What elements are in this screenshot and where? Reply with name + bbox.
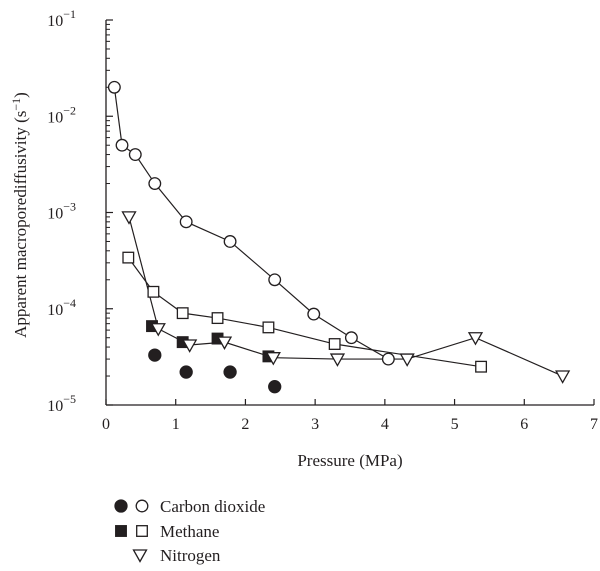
y-axis-title: Apparent macroporediffusivity (s−1) bbox=[9, 92, 30, 338]
legend-circle-filled-icon bbox=[114, 499, 128, 513]
carbon-dioxide-circle-open-point bbox=[344, 331, 358, 345]
methane-square-open-point bbox=[147, 285, 160, 298]
y-tick-label: 10−5 bbox=[47, 392, 76, 415]
y-axis-title-close: ) bbox=[11, 92, 30, 98]
legend-label: Carbon dioxide bbox=[160, 497, 265, 516]
methane-square-open-point bbox=[122, 251, 135, 264]
carbon-dioxide-circle-open-point bbox=[115, 138, 129, 152]
legend-label: Methane bbox=[160, 522, 219, 541]
x-tick-label: 0 bbox=[102, 416, 110, 433]
methane-square-open-point bbox=[262, 321, 275, 334]
carbon-dioxide-circle-open-point bbox=[107, 80, 121, 94]
x-tick-label: 7 bbox=[590, 416, 598, 433]
nitrogen-triangle-open-point bbox=[121, 211, 137, 225]
legend-square-open-icon bbox=[136, 525, 148, 537]
nitrogen-triangle-open-point bbox=[555, 370, 571, 384]
x-tick-label: 3 bbox=[311, 416, 319, 433]
carbon-dioxide-circle-filled-point bbox=[223, 365, 237, 379]
carbon-dioxide-circle-filled-point bbox=[268, 380, 282, 394]
carbon-dioxide-circle-open-point bbox=[381, 352, 395, 366]
carbon-dioxide-circle-filled-point bbox=[148, 348, 162, 362]
nitrogen-triangle-open-point bbox=[399, 353, 415, 367]
carbon-dioxide-circle-open-point bbox=[179, 215, 193, 229]
axes: 0 1 2 3 4 5 6 7 10−5 10−4 10−3 10−2 10−1 bbox=[47, 7, 598, 433]
x-tick-label: 6 bbox=[520, 416, 528, 433]
y-tick-label: 10−1 bbox=[47, 7, 76, 30]
y-tick-label: 10−4 bbox=[47, 296, 76, 319]
legend-triangle-open-icon bbox=[132, 549, 148, 563]
x-tick-label: 1 bbox=[172, 416, 180, 433]
nitrogen-triangle-open-point bbox=[467, 332, 484, 346]
nitrogen-triangle-open-point bbox=[329, 353, 346, 367]
legend-circle-open-icon bbox=[135, 499, 149, 513]
nitrogen-series-line bbox=[128, 216, 563, 377]
series-lines bbox=[113, 87, 563, 377]
y-tick-label: 10−3 bbox=[47, 200, 76, 223]
x-tick-label: 4 bbox=[381, 416, 389, 433]
methane-square-open-point bbox=[328, 338, 341, 350]
y-axis-title-main: Apparent macroporediffusivity (s bbox=[11, 111, 30, 338]
x-axis-title: Pressure (MPa) bbox=[297, 451, 402, 470]
x-tick-label: 2 bbox=[241, 416, 249, 433]
nitrogen-triangle-open-point bbox=[216, 336, 233, 350]
methane-square-open-point bbox=[211, 312, 224, 325]
y-axis-title-exponent: −1 bbox=[9, 98, 23, 111]
legend-square-filled-icon bbox=[115, 525, 127, 537]
nitrogen-triangle-open-point bbox=[150, 323, 166, 337]
x-tick-label: 5 bbox=[451, 416, 459, 433]
carbon-dioxide-circle-open-point bbox=[268, 273, 282, 287]
data-points bbox=[107, 80, 571, 394]
methane-square-open-point bbox=[475, 360, 488, 373]
carbon-dioxide-circle-filled-point bbox=[179, 365, 193, 379]
carbon-dioxide-series-line bbox=[113, 87, 389, 360]
carbon-dioxide-circle-open-point bbox=[223, 235, 237, 248]
carbon-dioxide-circle-open-point bbox=[128, 148, 142, 162]
methane-square-open-point bbox=[176, 307, 189, 320]
y-tick-label: 10−2 bbox=[47, 103, 76, 126]
carbon-dioxide-circle-open-point bbox=[307, 307, 321, 321]
legend: Carbon dioxide Methane Nitrogen bbox=[114, 497, 265, 565]
legend-label: Nitrogen bbox=[160, 546, 221, 565]
nitrogen-triangle-open-point bbox=[265, 352, 281, 366]
nitrogen-triangle-open-point bbox=[182, 339, 198, 353]
carbon-dioxide-circle-open-point bbox=[148, 177, 162, 190]
